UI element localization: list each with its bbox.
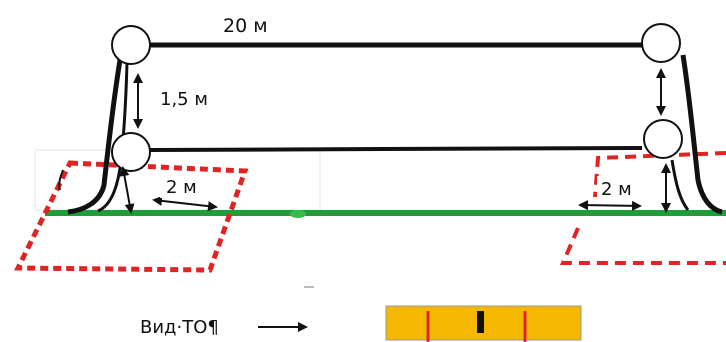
offset-right-label: 2 м [601, 179, 632, 200]
right-end-line-inner [670, 159, 690, 211]
view-label: Вид·ТО¶ [140, 317, 219, 338]
pulley-top-right [641, 23, 681, 63]
right-end-line [680, 54, 723, 215]
offset-left-label: 2 м [166, 177, 197, 198]
right-zone-lower [559, 227, 726, 265]
pulley-top-left [111, 25, 151, 65]
legend-black-mark [477, 311, 484, 333]
dimension-arrow-right-offset [578, 200, 642, 211]
dimension-arrow-left-offset [152, 195, 218, 212]
span-length-label: 20 м [223, 15, 268, 37]
right-zone [593, 151, 726, 198]
lower-cable [149, 146, 643, 152]
pulley-mid-left [111, 132, 151, 172]
left-end-hook [58, 169, 64, 191]
offset-left-label-bg [160, 176, 206, 198]
pulley-mid-right [643, 119, 683, 159]
offset-right-label-bg [597, 176, 645, 200]
ground-marker [290, 210, 306, 218]
vertical-gap-label: 1,5 м [160, 89, 208, 110]
left-zone [13, 160, 249, 273]
dimension-arrow-left-height [119, 166, 135, 214]
left-end-line [67, 59, 123, 215]
